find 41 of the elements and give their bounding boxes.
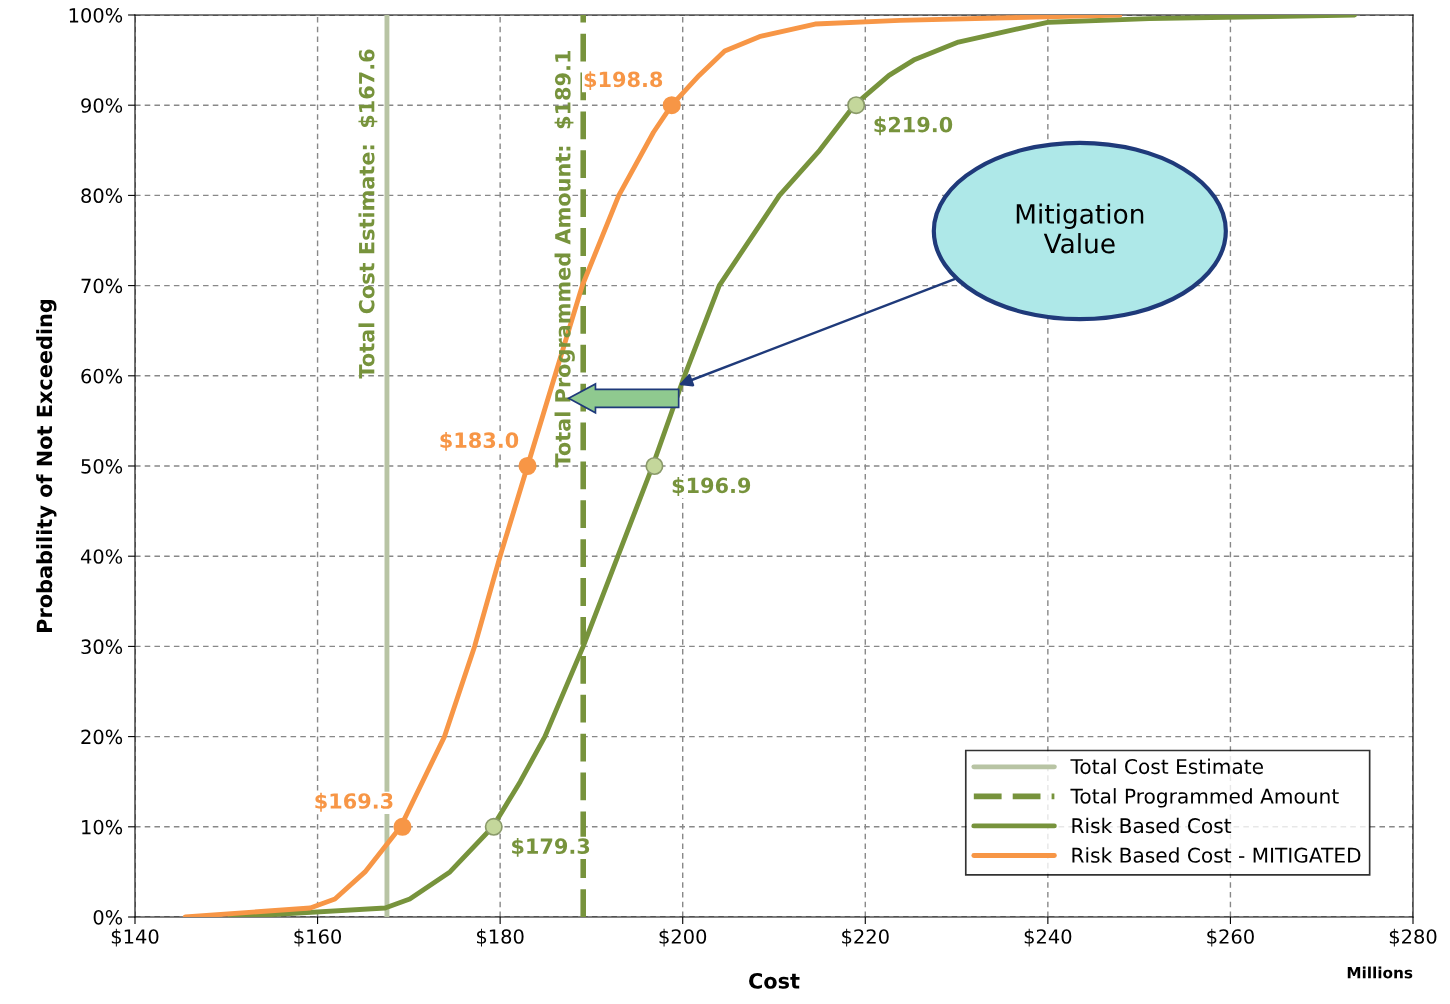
y-tick-label: 0% <box>93 909 123 925</box>
x-tick-label: $280 <box>1389 928 1437 947</box>
y-tick-label: 70% <box>81 278 123 294</box>
x-tick-label: $220 <box>842 928 889 947</box>
annotation: Total Programmed Amount: $189.1 <box>554 50 575 468</box>
annotation: $169.3 <box>315 792 393 812</box>
point <box>847 96 866 115</box>
legend-label: Total Cost Estimate <box>1070 758 1263 775</box>
text: Millions <box>1347 966 1413 979</box>
annotation: $198.8 <box>584 71 663 91</box>
y-tick-label: 30% <box>81 639 123 655</box>
x-tick-label: $260 <box>1207 928 1254 947</box>
y-tick-label: 90% <box>81 98 123 113</box>
point <box>518 456 537 476</box>
y-tick-label: 20% <box>81 729 123 745</box>
point <box>645 456 664 476</box>
x-tick-label: $140 <box>111 928 159 947</box>
legend-label: Total Programmed Amount <box>1070 788 1339 808</box>
y-tick-label: 80% <box>81 188 123 204</box>
y-tick-label: 60% <box>81 368 123 384</box>
annotation: $196.9 <box>672 477 751 496</box>
x-tick-label: $160 <box>294 928 342 947</box>
x-tick-label: $200 <box>659 928 707 947</box>
y-tick-label: 10% <box>82 819 123 835</box>
annotation: $219.0 <box>874 116 953 136</box>
annotation: Mitigation Value <box>1016 203 1144 254</box>
y-tick-label: 100% <box>69 7 123 23</box>
point <box>484 817 503 836</box>
y-tick-label: 40% <box>80 549 123 564</box>
legend-label: Risk Based Cost - MITIGATED <box>1072 847 1361 863</box>
y-tick-label: 50% <box>81 458 123 474</box>
annotation: Total Cost Estimate: $167.6 <box>358 49 378 379</box>
annotation: $179.3 <box>512 837 590 857</box>
x-tick-label: $180 <box>477 928 524 947</box>
point <box>393 817 412 836</box>
legend-label: Risk Based Cost <box>1072 817 1232 834</box>
x-tick-label: $240 <box>1024 928 1072 947</box>
point <box>662 96 681 115</box>
y-axis-title: Probability of Not Exceeding <box>36 299 57 632</box>
x-axis-title: Cost <box>749 972 800 989</box>
annotation: $183.0 <box>440 431 519 451</box>
